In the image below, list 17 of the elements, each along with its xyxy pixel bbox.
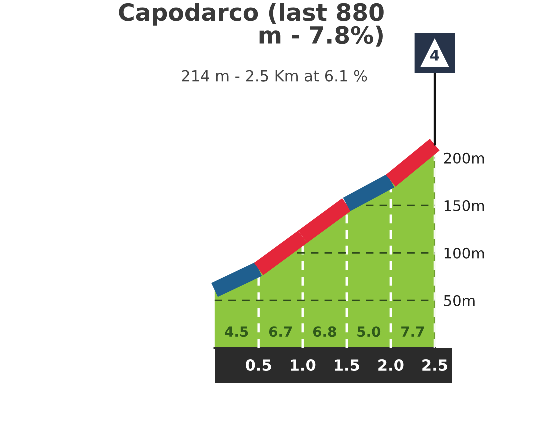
annotation: 7.7 <box>402 326 424 337</box>
x-tick-label: 2.0 <box>378 360 404 372</box>
y-tick-label: 150m <box>444 200 484 212</box>
y-tick-label: 50m <box>444 295 475 306</box>
x-tick-label: 0.5 <box>246 360 272 372</box>
annotation: 6.8 <box>313 326 336 338</box>
y-tick-label: 100m <box>444 248 484 259</box>
annotation: 4.5 <box>225 326 248 338</box>
x-tick-label: 1.5 <box>335 360 360 372</box>
annotation: 4 <box>430 50 440 61</box>
annotation: 5.0 <box>358 326 381 338</box>
chart-subtitle: 214 m - 2.5 Km at 6.1 % <box>182 70 368 82</box>
x-tick-label: 2.5 <box>422 360 448 372</box>
chart-title: Capodarco (last 880 m - 7.8%) <box>119 3 384 47</box>
annotation: 6.7 <box>269 326 292 338</box>
x-tick-label: 1.0 <box>291 360 316 372</box>
y-tick-label: 200m <box>444 152 484 164</box>
